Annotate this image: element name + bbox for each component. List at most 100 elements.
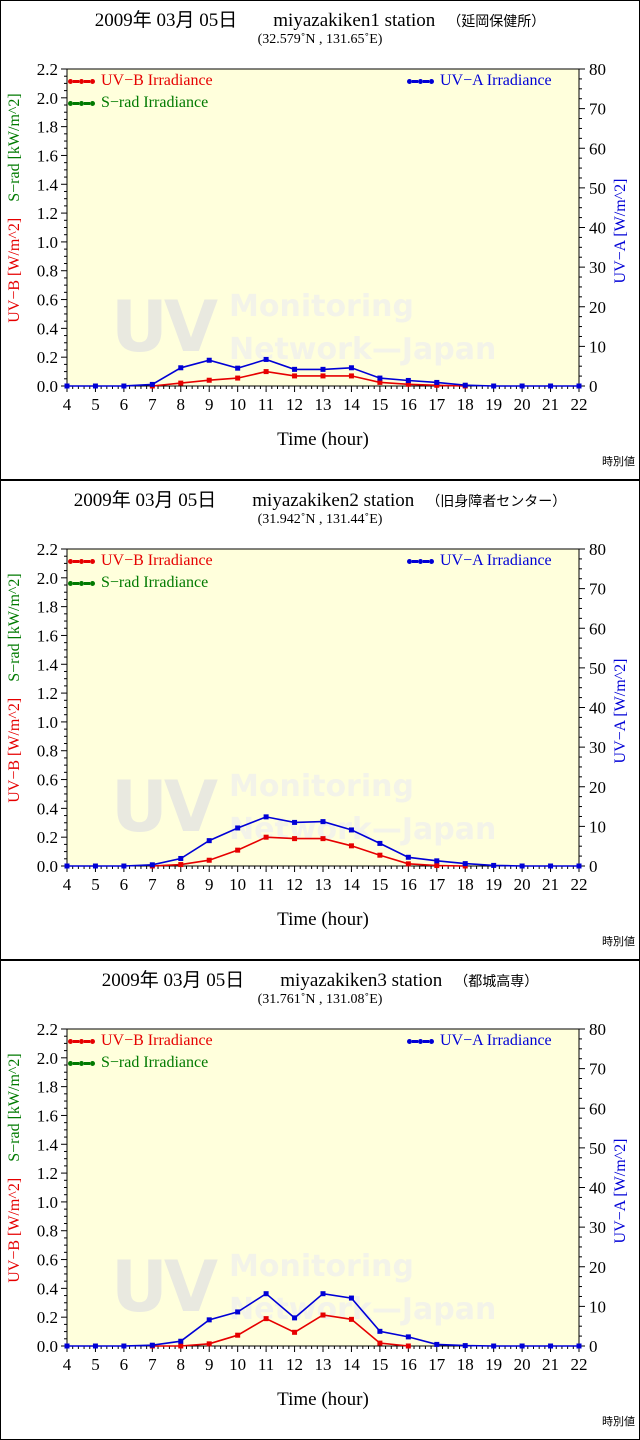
svg-text:2.0: 2.0 (37, 89, 58, 108)
svg-text:1.4: 1.4 (37, 175, 59, 194)
svg-text:1.4: 1.4 (37, 1135, 59, 1154)
svg-text:30: 30 (589, 258, 606, 277)
svg-text:14: 14 (343, 1355, 361, 1374)
uv-chart-panel-3: UV Monitoring Network—Japan 4 5 6 7 8 9 10 11 12 13 1… (0, 960, 640, 1440)
svg-text:40: 40 (589, 219, 606, 238)
legend-uva-label: UV−A Irradiance (440, 552, 552, 569)
svg-text:18: 18 (457, 875, 474, 894)
svg-text:50: 50 (589, 659, 606, 678)
svg-text:7: 7 (148, 395, 157, 414)
svg-text:Network—Japan: Network—Japan (229, 332, 496, 367)
legend-srad: S−rad Irradiance (68, 574, 208, 592)
legend-uvb: UV−B Irradiance (68, 552, 213, 570)
svg-text:20: 20 (589, 1258, 606, 1277)
svg-text:4: 4 (63, 1355, 72, 1374)
svg-text:5: 5 (91, 875, 100, 894)
svg-text:2.2: 2.2 (37, 1020, 58, 1039)
uva-line-marker-icon (407, 558, 434, 564)
uv-chart-panel-2: UV Monitoring Network—Japan 4 5 6 7 8 9 10 11 12 13 1… (0, 480, 640, 960)
left-axis-title-srad: S−rad [kW/m^2] (6, 93, 23, 202)
station-coordinates: (32.579˚N , 131.65˚E) (257, 32, 383, 47)
svg-text:8: 8 (177, 1355, 186, 1374)
srad-line-marker-icon (68, 1060, 95, 1066)
uvb-line-marker-icon (68, 78, 95, 84)
legend-uvb-label: UV−B Irradiance (101, 72, 213, 89)
left-axis-title-uvb: UV−B [W/m^2] (6, 1177, 23, 1283)
chart-title: 2009年 03月 05日 miyazakiken3 station （都城高専… (1, 965, 639, 992)
right-axis-title: UV−A [W/m^2] (612, 178, 629, 284)
legend-srad: S−rad Irradiance (68, 94, 208, 112)
svg-text:80: 80 (589, 1020, 606, 1039)
title-date: 2009年 03月 05日 (101, 970, 245, 991)
left-axis-title-srad: S−rad [kW/m^2] (6, 573, 23, 682)
chart-title: 2009年 03月 05日 miyazakiken2 station （旧身障者… (1, 485, 639, 512)
svg-text:0.6: 0.6 (37, 771, 58, 790)
svg-text:7: 7 (148, 1355, 157, 1374)
svg-text:50: 50 (589, 179, 606, 198)
svg-text:1.2: 1.2 (37, 684, 58, 703)
svg-text:6: 6 (120, 1355, 129, 1374)
svg-text:21: 21 (542, 1355, 559, 1374)
svg-text:22: 22 (571, 395, 588, 414)
legend-uvb: UV−B Irradiance (68, 1032, 213, 1050)
hourly-value-note: 時別値 (602, 936, 635, 948)
svg-text:2.2: 2.2 (37, 60, 58, 79)
svg-text:12: 12 (286, 875, 303, 894)
station-coordinates: (31.942˚N , 131.44˚E) (257, 512, 383, 527)
svg-text:UV: UV (111, 286, 218, 368)
svg-text:12: 12 (286, 1355, 303, 1374)
svg-text:8: 8 (177, 395, 186, 414)
svg-text:60: 60 (589, 139, 606, 158)
svg-text:11: 11 (258, 875, 274, 894)
svg-text:15: 15 (371, 1355, 388, 1374)
right-axis-title: UV−A [W/m^2] (612, 658, 629, 764)
uva-line-marker-icon (407, 1038, 434, 1044)
svg-text:4: 4 (63, 395, 72, 414)
svg-text:18: 18 (457, 395, 474, 414)
svg-text:0.4: 0.4 (37, 799, 59, 818)
x-axis-title: Time (hour) (277, 429, 369, 450)
svg-text:2.0: 2.0 (37, 569, 58, 588)
legend-uvb-label: UV−B Irradiance (101, 1032, 213, 1049)
svg-text:1.8: 1.8 (37, 118, 58, 137)
legend-uvb: UV−B Irradiance (68, 72, 213, 90)
svg-text:80: 80 (589, 540, 606, 559)
svg-text:9: 9 (205, 1355, 214, 1374)
svg-text:0.8: 0.8 (37, 262, 58, 281)
svg-text:11: 11 (258, 1355, 274, 1374)
srad-line-marker-icon (68, 100, 95, 106)
svg-text:11: 11 (258, 395, 274, 414)
svg-text:6: 6 (120, 875, 129, 894)
svg-text:40: 40 (589, 1179, 606, 1198)
svg-text:13: 13 (315, 1355, 332, 1374)
svg-text:30: 30 (589, 738, 606, 757)
svg-text:Monitoring: Monitoring (229, 1249, 414, 1284)
svg-text:60: 60 (589, 1099, 606, 1118)
svg-text:1.0: 1.0 (37, 233, 58, 252)
svg-text:10: 10 (589, 817, 606, 836)
svg-text:2.2: 2.2 (37, 540, 58, 559)
svg-text:1.2: 1.2 (37, 1164, 58, 1183)
svg-text:19: 19 (485, 875, 502, 894)
svg-text:30: 30 (589, 1218, 606, 1237)
svg-text:0.6: 0.6 (37, 291, 58, 310)
svg-text:4: 4 (63, 875, 72, 894)
legend-srad-label: S−rad Irradiance (101, 574, 209, 591)
svg-text:70: 70 (589, 100, 606, 119)
svg-text:22: 22 (571, 875, 588, 894)
svg-text:0.6: 0.6 (37, 1251, 58, 1270)
svg-text:7: 7 (148, 875, 157, 894)
svg-text:70: 70 (589, 1060, 606, 1079)
legend-uvb-label: UV−B Irradiance (101, 552, 213, 569)
title-station: miyazakiken2 station (252, 490, 415, 511)
svg-text:15: 15 (371, 395, 388, 414)
left-axis-title-srad: S−rad [kW/m^2] (6, 1053, 23, 1162)
svg-text:0.0: 0.0 (37, 857, 58, 876)
uva-line-marker-icon (407, 78, 434, 84)
svg-text:0.2: 0.2 (37, 1308, 58, 1327)
svg-text:17: 17 (428, 875, 446, 894)
svg-text:1.4: 1.4 (37, 655, 59, 674)
svg-text:0: 0 (589, 377, 598, 396)
